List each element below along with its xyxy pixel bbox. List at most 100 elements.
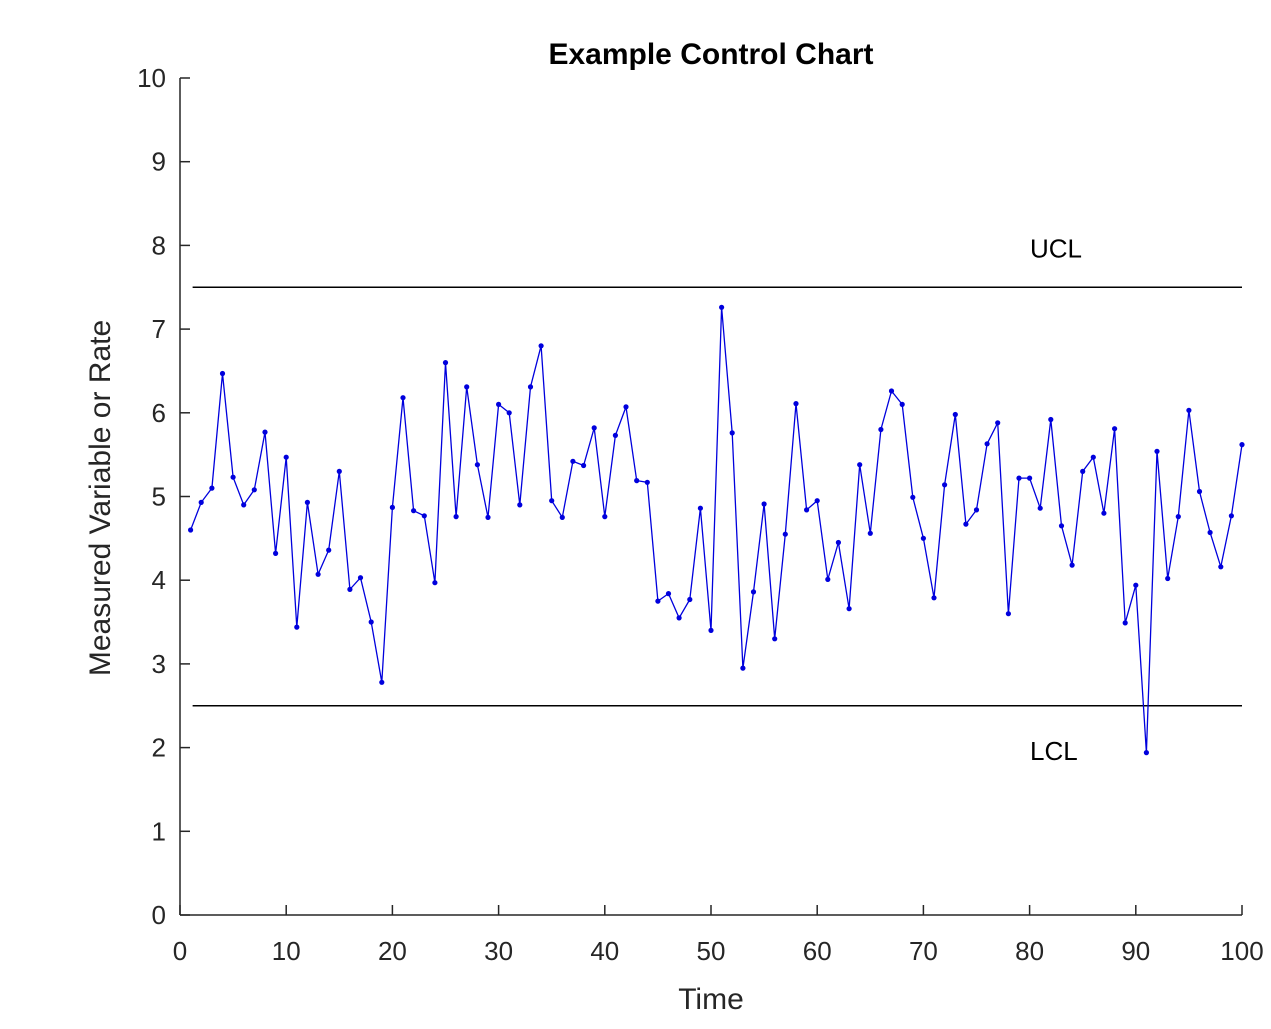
data-point [591, 425, 597, 431]
data-point [517, 502, 523, 508]
data-point [368, 619, 374, 625]
data-point [825, 576, 831, 583]
data-point [1228, 513, 1234, 519]
data-point [1207, 529, 1213, 536]
data-point [846, 606, 852, 612]
data-point [1196, 488, 1203, 495]
data-point [623, 404, 629, 410]
data-point [1005, 611, 1012, 617]
data-point [315, 571, 321, 577]
data-point [708, 627, 714, 634]
data-point [1143, 750, 1149, 756]
data-point [1090, 454, 1096, 460]
data-point [241, 502, 247, 508]
data-point [655, 598, 661, 604]
y-tick-label: 9 [152, 147, 166, 177]
data-point [644, 479, 650, 485]
data-point [581, 462, 587, 469]
data-point [219, 370, 226, 377]
y-axis-title: Measured Variable or Rate [84, 320, 117, 676]
data-point [931, 595, 937, 601]
data-point [1058, 523, 1065, 529]
data-point [1122, 620, 1128, 626]
data-point [920, 535, 927, 541]
x-tick-label: 60 [803, 936, 832, 966]
y-tick-label: 10 [137, 63, 166, 93]
data-point [719, 304, 725, 310]
data-point [411, 508, 417, 514]
data-point [793, 401, 799, 407]
x-tick-label: 20 [378, 936, 407, 966]
data-point [304, 499, 310, 505]
data-point [1112, 426, 1118, 432]
data-point [389, 504, 395, 510]
x-tick-label: 30 [484, 936, 513, 966]
data-point [1154, 448, 1160, 454]
data-point [963, 521, 969, 527]
data-point [464, 384, 470, 390]
x-tick-label: 50 [697, 936, 726, 966]
data-point [888, 388, 895, 394]
data-point [400, 395, 406, 401]
data-point [283, 454, 289, 460]
data-point [1016, 475, 1022, 481]
data-point [665, 591, 672, 597]
series-layer [188, 304, 1245, 756]
x-tick-label: 80 [1015, 936, 1044, 966]
data-point [772, 636, 778, 642]
axes: 0 10 20 30 40 50 60 70 80 90 100 0 1 2 3 4 5 6 7 8 9 10 [137, 63, 1264, 966]
data-point [262, 429, 268, 435]
data-point [538, 343, 544, 349]
data-point [1080, 468, 1086, 474]
control-limits: UCL LCL [192, 233, 1242, 766]
data-point [294, 624, 300, 630]
data-point [995, 420, 1001, 426]
data-point [198, 499, 204, 505]
data-point [867, 530, 873, 536]
data-point [379, 679, 385, 685]
x-tick-label: 0 [173, 936, 187, 966]
data-point [251, 487, 257, 493]
data-point [676, 615, 682, 621]
y-tick-label: 4 [152, 565, 166, 595]
data-point [336, 468, 342, 474]
x-tick-label: 100 [1220, 936, 1263, 966]
data-point [634, 478, 640, 484]
data-point [527, 384, 534, 390]
data-point [1037, 505, 1043, 511]
data-point [878, 426, 884, 433]
data-point [549, 498, 555, 504]
data-point [973, 507, 980, 513]
data-point [496, 401, 502, 407]
x-tick-label: 40 [590, 936, 619, 966]
data-point [687, 596, 693, 603]
x-tick-label: 90 [1121, 936, 1150, 966]
data-point [750, 589, 757, 595]
series-line [189, 307, 1243, 753]
x-axis-title: Time [678, 983, 744, 1016]
data-point [442, 360, 449, 366]
y-tick-label: 6 [152, 398, 166, 428]
data-point [857, 462, 863, 468]
data-point [697, 505, 704, 511]
data-point [1165, 575, 1171, 582]
data-point [835, 539, 842, 546]
y-tick-label: 1 [152, 816, 166, 846]
data-point [1101, 510, 1107, 516]
data-point [474, 462, 480, 468]
lcl-label: LCL [1030, 736, 1078, 766]
data-point [1027, 475, 1033, 481]
data-point [421, 513, 427, 519]
data-point [188, 527, 194, 533]
data-point [1069, 562, 1075, 568]
x-tick-label: 70 [909, 936, 938, 966]
y-tick-label: 0 [152, 900, 166, 930]
data-point [729, 430, 735, 436]
data-point [910, 494, 916, 500]
y-tick-label: 5 [152, 482, 166, 512]
data-point [1186, 407, 1192, 413]
data-point [485, 514, 491, 521]
data-point [942, 482, 948, 488]
